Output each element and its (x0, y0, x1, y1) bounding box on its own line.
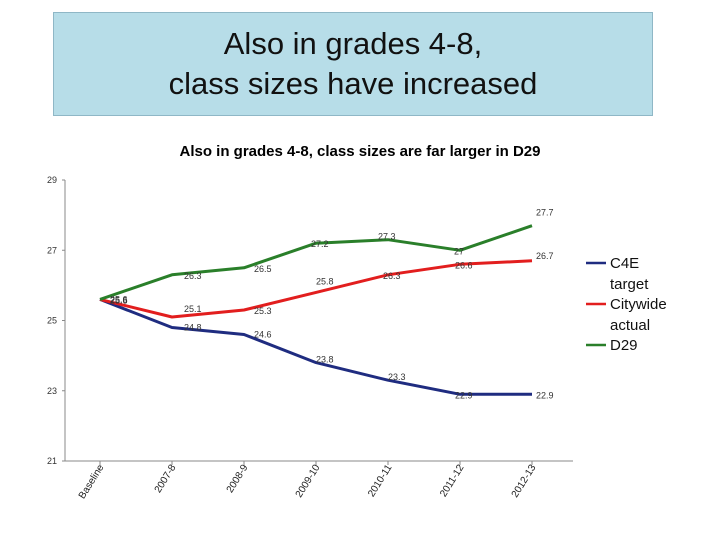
data-label: 24.6 (254, 330, 272, 340)
data-label: 26.5 (254, 264, 272, 274)
data-label: 25.6 (110, 295, 128, 305)
y-tick-label: 25 (47, 316, 57, 326)
y-tick-label: 29 (47, 175, 57, 185)
slide-title-line-2: class sizes have increased (168, 66, 538, 101)
data-label: 27.2 (311, 239, 329, 249)
data-label: 27.3 (378, 232, 396, 242)
data-label: 27 (454, 246, 464, 256)
series-line (99, 259, 533, 319)
slide-title-box: Also in grades 4-8, class sizes have inc… (53, 12, 653, 116)
legend-label: Citywide (610, 296, 667, 313)
legend-label: actual (610, 317, 650, 334)
data-label: 26.6 (455, 260, 473, 270)
data-label: 25.6 (110, 294, 128, 304)
chart-title: Also in grades 4-8, class sizes are far … (179, 143, 541, 160)
x-tick-label: 2009-10 (294, 462, 323, 499)
data-label: 26.7 (536, 251, 554, 261)
x-tick-label: 2007-8 (153, 462, 179, 495)
y-tick-label: 23 (47, 386, 57, 396)
data-label: 22.9 (455, 390, 473, 400)
data-label: 24.8 (184, 323, 202, 333)
data-label: 23.3 (388, 372, 406, 382)
y-tick-label: 21 (47, 456, 57, 466)
y-tick-label: 27 (47, 245, 57, 255)
x-tick-label: Baseline (77, 462, 107, 501)
data-label: 25.6 (110, 295, 128, 305)
legend-label: C4E (610, 255, 639, 272)
data-label: 27.7 (536, 208, 554, 218)
data-label: 26.3 (184, 271, 202, 281)
legend-label: D29 (610, 337, 638, 354)
x-tick-label: 2010-11 (366, 462, 395, 499)
legend-label: target (610, 276, 649, 293)
data-label: 25.3 (254, 306, 272, 316)
data-label: 26.3 (383, 271, 401, 281)
x-tick-label: 2012-13 (510, 462, 539, 499)
x-tick-label: 2011-12 (438, 462, 467, 499)
data-label: 22.9 (536, 390, 554, 400)
series-line (99, 224, 533, 301)
data-label: 25.8 (316, 276, 334, 286)
slide-title-line-1: Also in grades 4-8, (223, 26, 483, 61)
x-tick-label: 2008-9 (225, 462, 251, 495)
series-line (99, 298, 532, 396)
data-label: 23.8 (316, 355, 334, 365)
data-label: 25.1 (184, 304, 202, 314)
